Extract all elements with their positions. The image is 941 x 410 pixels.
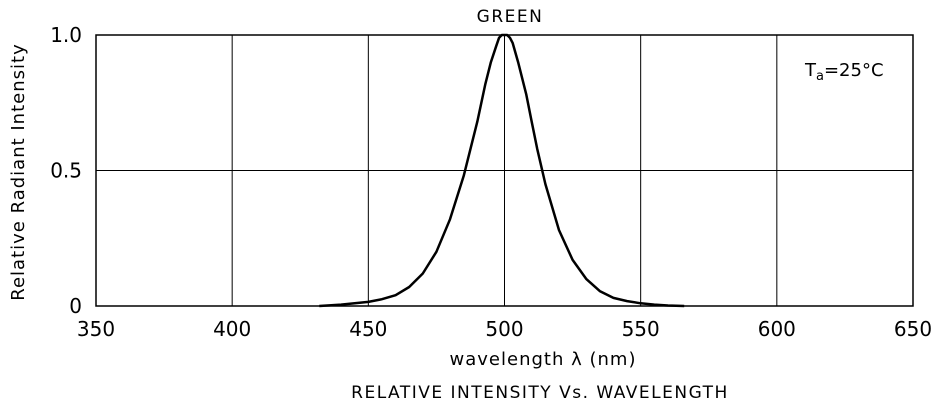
x-tick-label-500: 500 [485,317,523,341]
y-tick-labels: 0 0.5 1.0 [50,23,82,318]
series-line-0 [319,33,685,308]
x-tick-labels: 350 400 450 500 550 600 650 [77,317,932,341]
x-axis-label: wavelength λ (nm) [450,349,637,370]
annotation-subscript: a [816,69,824,84]
y-tick-label-1: 1.0 [50,23,82,47]
series-layer [319,33,685,308]
annotation-prefix: T [804,60,817,81]
grid-lines [96,35,913,306]
x-tick-label-400: 400 [213,317,251,341]
temperature-annotation: Ta=25°C [804,60,884,84]
annotation-suffix: =25°C [824,60,884,81]
y-tick-label-0.5: 0.5 [50,159,82,183]
chart-title: GREEN [477,7,544,27]
y-tick-label-0: 0 [69,294,82,318]
x-tick-label-450: 450 [349,317,387,341]
x-tick-label-650: 650 [894,317,932,341]
x-tick-label-600: 600 [758,317,796,341]
y-axis-label: Relative Radiant Intensity [8,43,29,300]
x-tick-label-350: 350 [77,317,115,341]
chart-caption: RELATIVE INTENSITY Vs. WAVELENGTH [351,383,729,403]
x-tick-label-550: 550 [622,317,660,341]
